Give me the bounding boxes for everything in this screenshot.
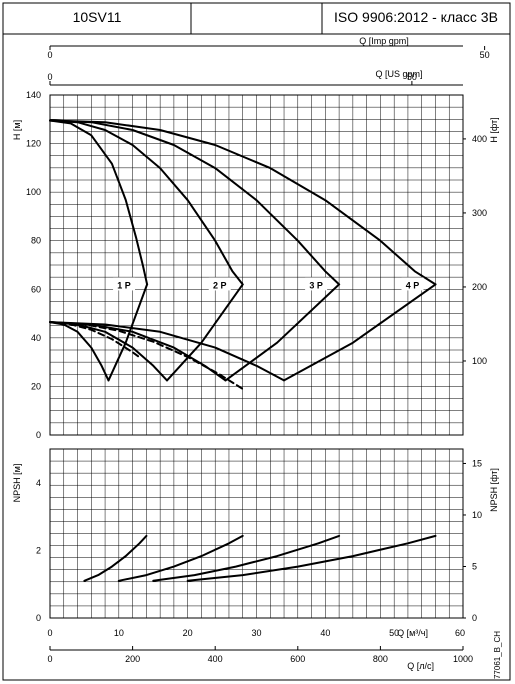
- efficiency-curve: [107, 283, 149, 382]
- curve-label-bg: [401, 277, 424, 291]
- npsh-ft-tick-label: 15: [472, 458, 482, 468]
- flow-m3h-tick-label: 0: [47, 628, 52, 638]
- header-model: 10SV11: [72, 9, 122, 25]
- npsh-ytick-label: 0: [36, 613, 41, 623]
- npsh-curve-3P: [152, 534, 341, 582]
- head-ytick-label: 140: [26, 90, 41, 100]
- head-ytick-label: 120: [26, 139, 41, 149]
- us-gpm-tick-label: 0: [47, 72, 52, 82]
- drawing-code: 77061_B_CH: [493, 631, 502, 679]
- curve-label-1P: 1 P: [117, 280, 131, 290]
- npsh-ft-tick-label: 0: [472, 613, 477, 623]
- head-ylabel-right: H [фт]: [489, 117, 499, 142]
- head-ft-tick-label: 200: [472, 282, 487, 292]
- npsh-curve-1P: [83, 534, 148, 582]
- npsh-ylabel-left: NPSH [м]: [12, 464, 22, 503]
- flow-m3h-tick-label: 10: [114, 628, 124, 638]
- flow-m3h-tick-label-end: 60: [455, 628, 465, 638]
- head-ytick-label: 40: [31, 333, 41, 343]
- npsh-ylabel-right: NPSH [фт]: [489, 468, 499, 512]
- dashed-curve: [49, 321, 244, 390]
- imp-gpm-tick-label: 0: [47, 50, 52, 60]
- efficiency-curve: [49, 321, 285, 382]
- flow-m3h-tick-label: 20: [183, 628, 193, 638]
- curve-label-bg: [208, 277, 231, 291]
- npsh-plot-frame: [49, 448, 464, 619]
- flow-ls-tick-label: 1000: [453, 654, 473, 664]
- efficiency-curve: [283, 283, 437, 382]
- head-ylabel-left: H [м]: [12, 120, 22, 140]
- head-ft-tick-label: 400: [472, 134, 487, 144]
- npsh-ytick-label: 2: [36, 545, 41, 555]
- curve-label-3P: 3 P: [309, 280, 323, 290]
- dashed-curve: [49, 321, 141, 359]
- head-curve-3P: [49, 119, 341, 286]
- head-plot-frame: [49, 94, 464, 436]
- curve-label-bg: [305, 277, 328, 291]
- head-curve-1P: [49, 119, 149, 286]
- head-ytick-label: 20: [31, 381, 41, 391]
- npsh-ft-tick-label: 10: [472, 510, 482, 520]
- flow-m3h-tick-label: 40: [320, 628, 330, 638]
- efficiency-curve: [224, 283, 341, 382]
- head-curve-4P: [49, 119, 437, 286]
- flow-ls-tick-label: 400: [208, 654, 223, 664]
- flow-m3h-tick-label: 50: [389, 628, 399, 638]
- flow-m3h-tick-label: 30: [251, 628, 261, 638]
- npsh-curve-4P: [186, 534, 437, 582]
- flow-ls-axis-label: Q [л/с]: [407, 661, 434, 671]
- flow-ls-tick-label: 800: [373, 654, 388, 664]
- head-ytick-label: 100: [26, 187, 41, 197]
- head-ytick-label: 0: [36, 430, 41, 440]
- curve-label-4P: 4 P: [406, 280, 420, 290]
- head-ft-tick-label: 300: [472, 208, 487, 218]
- curve-label-2P: 2 P: [213, 280, 227, 290]
- us-gpm-tick-label: 50: [407, 72, 417, 82]
- npsh-ft-tick-label: 5: [472, 561, 477, 571]
- flow-m3h-axis-label: Q [м³/ч]: [397, 628, 428, 638]
- header-standard: ISO 9906:2012 - класс 3B: [334, 9, 498, 25]
- flow-ls-tick-label: 0: [47, 654, 52, 664]
- imp-gpm-axis-label: Q [Imp gpm]: [359, 36, 409, 46]
- imp-gpm-tick-label: 50: [480, 50, 490, 60]
- npsh-curve-2P: [117, 534, 244, 582]
- head-ft-tick-label: 100: [472, 356, 487, 366]
- us-gpm-axis-label: Q [US gpm]: [375, 69, 422, 79]
- flow-ls-tick-label: 200: [125, 654, 140, 664]
- curve-label-bg: [113, 277, 136, 291]
- head-curve-2P: [49, 119, 244, 286]
- head-ytick-label: 60: [31, 284, 41, 294]
- head-ytick-label: 80: [31, 236, 41, 246]
- flow-ls-tick-label: 600: [290, 654, 305, 664]
- npsh-ytick-label: 4: [36, 478, 41, 488]
